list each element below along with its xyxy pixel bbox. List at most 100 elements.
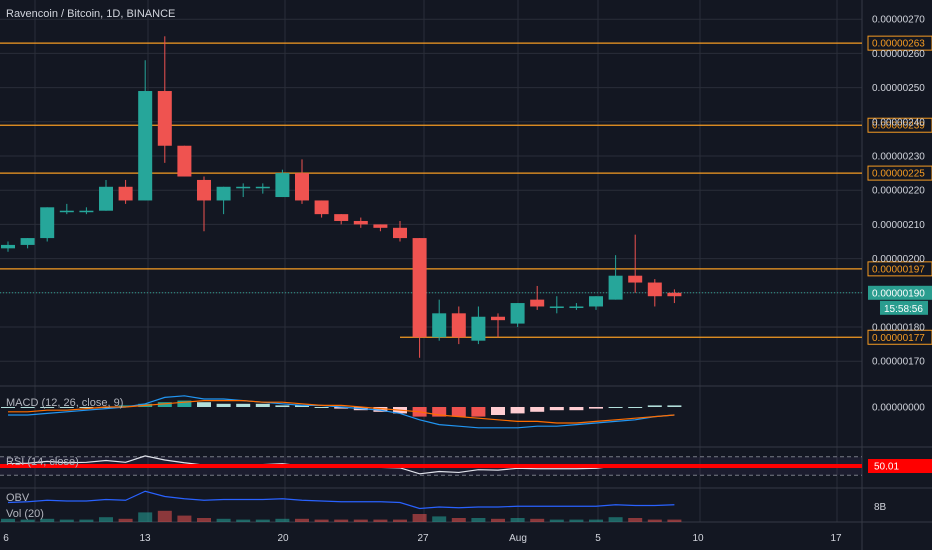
macd-histogram-bar — [647, 405, 662, 407]
candle-body — [471, 316, 486, 341]
candle-body — [20, 238, 35, 245]
macd-histogram-bar — [451, 407, 466, 417]
level-tag[interactable] — [867, 117, 932, 133]
macd-histogram-bar — [197, 402, 211, 407]
level-tag[interactable] — [867, 261, 932, 277]
level-tag-text: 0.00000263 — [872, 39, 925, 50]
price-tick: 0.00000260 — [872, 49, 925, 60]
volume-bar — [59, 519, 74, 522]
candle-body — [1, 244, 15, 249]
volume-bar — [451, 518, 466, 522]
candle-body — [353, 220, 368, 225]
time-label: Aug — [509, 533, 527, 544]
candle-body — [314, 200, 329, 215]
candle-body — [138, 91, 153, 201]
candle-body — [569, 306, 584, 308]
time-label: 5 — [595, 533, 601, 544]
volume-bar — [255, 519, 270, 522]
candle-body — [216, 186, 231, 201]
volume-bar — [373, 519, 388, 522]
price-tick: 0.00000270 — [872, 15, 925, 26]
candle-body — [40, 207, 55, 239]
macd-histogram-bar — [40, 407, 55, 408]
volume-bar — [569, 519, 584, 522]
price-tick: 0.00000250 — [872, 83, 925, 94]
macd-histogram-bar — [59, 407, 74, 408]
macd-histogram-bar — [216, 403, 231, 407]
rsi-value-text: 50.01 — [874, 462, 899, 473]
price-axis[interactable]: 0.00000270 0.00000260 0.00000250 0.00000240… — [868, 15, 932, 513]
level-tag[interactable] — [867, 165, 932, 181]
candle-body — [197, 179, 211, 201]
horizontal-levels[interactable]: 0.00000263 0.00000239 0.00000225 0.00000197… — [0, 35, 932, 345]
macd-histogram-bar — [1, 407, 15, 408]
last-price-tag[interactable] — [868, 285, 932, 300]
volume-bar — [589, 519, 603, 522]
volume-bar — [99, 517, 113, 522]
macd-histogram-bar — [491, 407, 505, 415]
macd-pane — [1, 395, 682, 429]
time-label: 27 — [417, 533, 429, 544]
obv-volume-pane — [1, 490, 682, 522]
candle-body — [373, 224, 388, 228]
macd-histogram-bar — [608, 407, 623, 408]
candle-body — [432, 313, 447, 338]
candle-body — [99, 186, 113, 211]
volume-label: Vol (20) — [6, 508, 44, 520]
volume-bar — [20, 519, 35, 522]
countdown-tag — [880, 300, 928, 315]
macd-histogram-bar — [569, 407, 584, 411]
macd-histogram-bar — [177, 400, 192, 407]
candle-body — [412, 238, 427, 338]
macd-zero-tick: 0.00000000 — [872, 403, 925, 414]
macd-histogram-bar — [334, 407, 349, 409]
volume-bar — [393, 519, 407, 522]
candle-body — [510, 303, 525, 324]
volume-bar — [334, 519, 349, 522]
macd-histogram-bar — [157, 402, 172, 407]
macd-histogram-bar — [255, 403, 270, 407]
candle-body — [589, 296, 603, 307]
price-tick: 0.00000220 — [872, 186, 925, 197]
symbol-title: Ravencoin / Bitcoin, 1D, BINANCE — [6, 8, 175, 20]
time-label: 20 — [277, 533, 289, 544]
time-label: 10 — [692, 533, 704, 544]
volume-bar — [530, 518, 545, 522]
time-axis[interactable]: 6 13 20 27 Aug 5 10 17 — [3, 533, 842, 544]
volume-bar — [491, 518, 505, 522]
last-price-text: 0.00000190 — [872, 288, 925, 299]
macd-histogram-bar — [510, 407, 525, 414]
candle-body — [275, 173, 290, 198]
macd-histogram-bar — [373, 407, 388, 412]
level-tag-text: 0.00000239 — [872, 121, 925, 132]
rsi-value-tag[interactable] — [868, 459, 932, 473]
candle-body — [236, 186, 251, 189]
volume-bar — [295, 518, 309, 522]
candle-body — [451, 313, 466, 338]
obv-line — [7, 490, 675, 510]
volume-bar — [667, 519, 682, 522]
candle-body — [157, 91, 172, 146]
volume-bar — [1, 518, 15, 522]
volume-bar — [138, 512, 153, 522]
volume-bar — [79, 519, 94, 522]
volume-bar — [628, 518, 643, 522]
candle-body — [118, 186, 133, 201]
volume-bar — [40, 518, 55, 522]
level-tag[interactable] — [867, 35, 932, 51]
level-tag[interactable] — [867, 329, 932, 345]
volume-bar — [471, 518, 486, 522]
time-label: 13 — [139, 533, 151, 544]
macd-histogram-bar — [118, 405, 133, 407]
volume-bar — [236, 519, 251, 522]
volume-bar — [353, 519, 368, 522]
candle-body — [295, 173, 309, 201]
macd-histogram-bar — [471, 407, 486, 417]
volume-bar — [275, 518, 290, 522]
macd-histogram-bar — [628, 407, 643, 408]
macd-histogram-bar — [530, 407, 545, 412]
candle-body — [255, 186, 270, 189]
volume-bar — [118, 518, 133, 522]
